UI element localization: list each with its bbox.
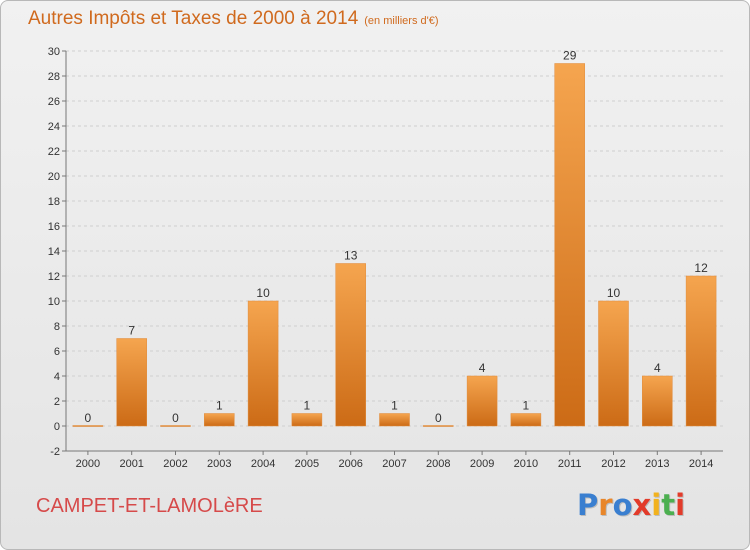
x-tick-label: 2005 [295,458,319,470]
x-tick-label: 2013 [645,458,669,470]
x-tick-label: 2004 [251,458,275,470]
y-tick-label: 26 [48,96,60,108]
y-tick-label: 8 [54,321,60,333]
chart-unit: (en milliers d'€) [364,15,439,27]
commune-name: CAMPET-ET-LAMOLèRE [36,495,263,517]
x-tick-label: 2002 [163,458,187,470]
chart-title: Autres Impôts et Taxes de 2000 à 2014 [28,8,359,29]
bar-2014 [685,275,717,427]
x-tick-label: 2012 [601,458,625,470]
y-tick-label: 12 [48,271,60,283]
y-tick-label: 16 [48,221,60,233]
bar-2003 [204,413,235,427]
data-label: 1 [523,399,530,413]
x-tick-label: 2007 [382,458,406,470]
data-label: 1 [391,399,398,413]
data-label: 0 [85,411,92,425]
x-tick-label: 2008 [426,458,450,470]
bar-2007 [379,413,410,427]
y-tick-label: 28 [48,71,60,83]
data-label: 7 [128,324,135,338]
y-tick-label: 20 [48,171,60,183]
bar-2000 [72,425,104,427]
x-tick-label: 2000 [76,458,100,470]
y-tick-label: 24 [48,121,60,133]
bar-2010 [510,413,542,427]
data-label: 10 [607,286,621,300]
y-tick-label: 22 [48,146,60,158]
y-tick-label: 10 [48,296,60,308]
bar-2012 [598,300,629,427]
bar-2013 [642,375,673,427]
y-tick-label: 2 [54,396,60,408]
proxiti-logo: Proxiti [577,488,686,522]
bar-2005 [291,413,323,427]
chart-title-row: Autres Impôts et Taxes de 2000 à 2014 (en… [28,8,439,30]
data-label: 4 [479,361,486,375]
x-tick-label: 2006 [338,458,362,470]
data-label: 0 [435,411,442,425]
data-label: 1 [304,399,311,413]
data-label: 4 [654,361,661,375]
data-label: 1 [216,399,223,413]
bar-2008 [423,425,454,427]
bar-2006 [335,263,366,427]
bar-2002 [160,425,191,427]
x-tick-label: 2009 [470,458,494,470]
bar-2004 [247,300,279,427]
y-tick-label: 4 [54,371,60,383]
bar-2009 [466,375,498,427]
data-label: 10 [256,286,270,300]
data-label: 13 [344,249,358,263]
x-tick-label: 2010 [514,458,538,470]
data-label: 0 [172,411,179,425]
x-tick-label: 2014 [689,458,713,470]
data-label: 29 [563,49,577,63]
y-tick-label: 14 [48,246,60,258]
bar-2001 [116,338,147,427]
x-tick-label: 2001 [119,458,143,470]
data-label: 12 [694,261,708,275]
x-tick-label: 2011 [558,458,582,470]
y-tick-label: 0 [54,421,60,433]
y-tick-label: -2 [50,446,60,458]
y-tick-label: 30 [48,46,60,58]
bar-2011 [554,63,585,427]
x-tick-label: 2003 [207,458,231,470]
y-tick-label: 18 [48,196,60,208]
y-tick-label: 6 [54,346,60,358]
